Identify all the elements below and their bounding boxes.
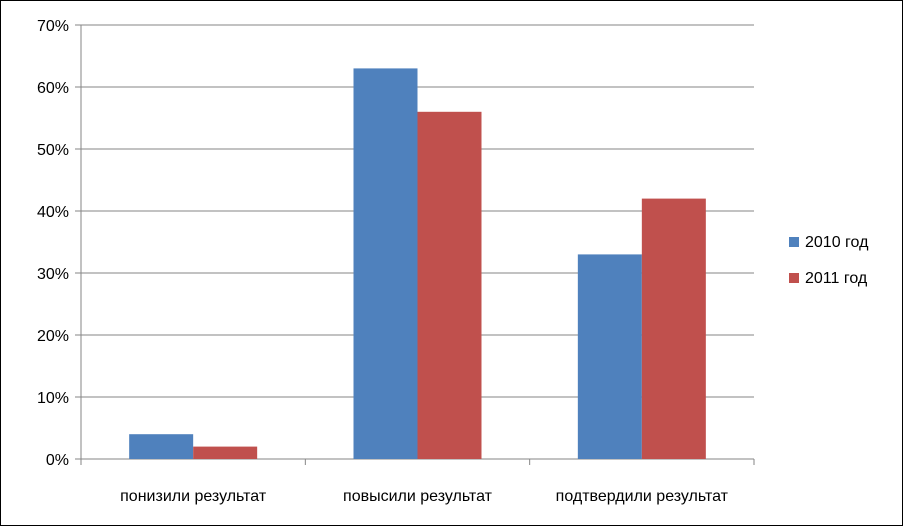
legend-label: 2010 год [805, 234, 869, 251]
y-tick-label: 30% [37, 266, 69, 283]
y-tick-label: 50% [37, 142, 69, 159]
y-tick-label: 70% [37, 18, 69, 35]
y-tick-label: 0% [46, 452, 69, 469]
x-category-label: повысили результат [343, 488, 493, 505]
y-tick-label: 20% [37, 328, 69, 345]
x-category-label: подтвердили результат [556, 488, 729, 505]
legend-swatch [789, 237, 799, 247]
bar-0-1 [353, 68, 418, 460]
bar-1-0 [193, 446, 258, 459]
y-tick-label: 40% [37, 204, 69, 221]
bar-0-0 [129, 434, 194, 459]
legend-label: 2011 год [805, 270, 868, 287]
bar-1-2 [641, 198, 706, 459]
x-category-label: понизили результат [120, 488, 267, 505]
y-tick-label: 60% [37, 80, 69, 97]
y-tick-label: 10% [37, 390, 69, 407]
legend-swatch [789, 273, 799, 283]
bar-0-2 [577, 254, 642, 459]
bar-1-1 [417, 111, 482, 460]
